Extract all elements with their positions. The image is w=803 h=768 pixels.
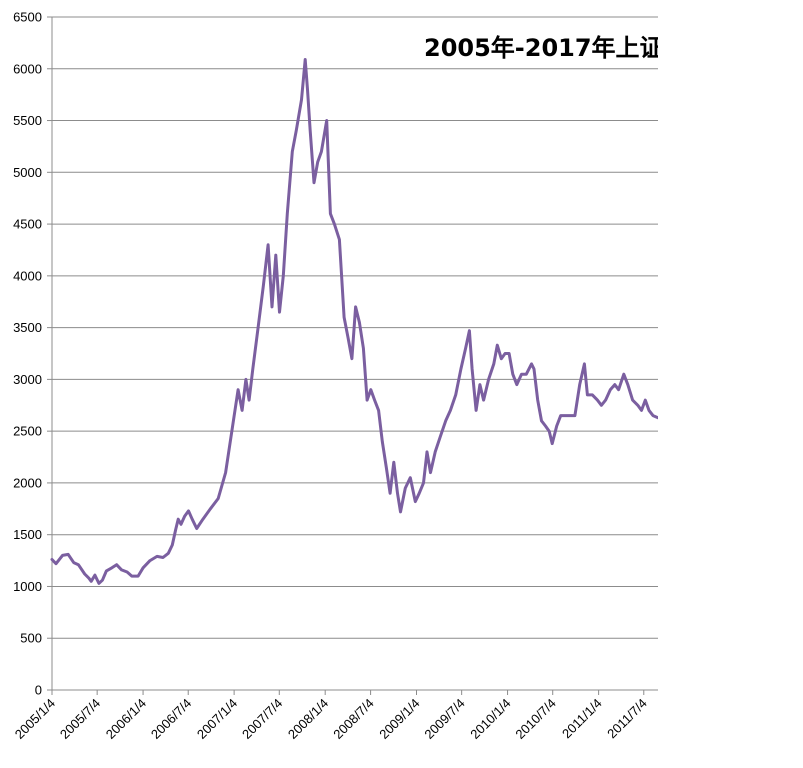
y-tick-label: 1000 [13, 579, 42, 594]
y-tick-label: 6500 [13, 10, 42, 25]
x-tick-label: 2011/7/4 [604, 696, 650, 742]
y-tick-label: 6000 [13, 61, 42, 76]
y-tick-label: 4000 [13, 268, 42, 283]
series-layer [50, 58, 658, 585]
y-tick-label: 5500 [13, 113, 42, 128]
x-tick-label: 2009/7/4 [421, 696, 467, 742]
x-tick-label: 2010/1/4 [467, 696, 513, 742]
x-tick-label: 2006/1/4 [103, 696, 149, 742]
y-tick-label: 500 [20, 631, 42, 646]
series-line-0 [50, 58, 658, 585]
y-tick-labels: 0 500 1000 1500 2000 2500 3000 3500 4000 4500 5000… [13, 10, 52, 698]
x-tick-label: 2005/1/4 [12, 696, 58, 742]
x-tick-label: 2009/1/4 [376, 696, 422, 742]
gridlines [52, 16, 658, 639]
y-tick-label: 3000 [13, 372, 42, 387]
x-tick-label: 2010/7/4 [512, 696, 558, 742]
chart-title: 2005年-2017年上证指 [424, 34, 688, 62]
x-tick-label: 2007/1/4 [194, 696, 240, 742]
x-tick-label: 2006/7/4 [148, 696, 194, 742]
y-tick-label: 5000 [13, 165, 42, 180]
y-tick-label: 2500 [13, 424, 42, 439]
y-tick-label: 4500 [13, 217, 42, 232]
x-tick-label: 2008/1/4 [285, 696, 331, 742]
y-tick-label: 0 [35, 683, 42, 698]
x-tick-label: 2007/7/4 [239, 696, 285, 742]
y-tick-label: 3500 [13, 320, 42, 335]
y-tick-label: 2000 [13, 475, 42, 490]
y-tick-label: 1500 [13, 527, 42, 542]
x-tick-label: 2008/7/4 [330, 696, 376, 742]
axes [51, 17, 658, 691]
x-tick-label: 2005/7/4 [57, 696, 103, 742]
x-tick-label: 2011/1/4 [559, 696, 605, 742]
